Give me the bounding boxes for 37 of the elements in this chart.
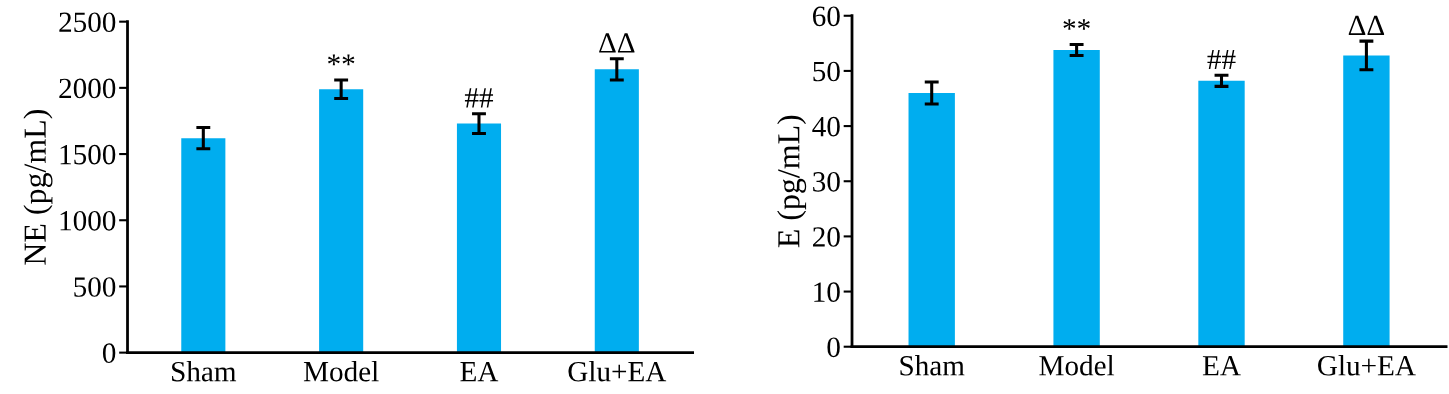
bar xyxy=(594,69,639,353)
y-tick-label: 1000 xyxy=(60,210,116,231)
x-tick-label: Sham xyxy=(900,355,965,376)
x-tick-label: Model xyxy=(1039,355,1115,376)
y-tick-label: 500 xyxy=(74,277,116,297)
annotation: ## xyxy=(464,88,494,108)
y-tick-label: 20 xyxy=(813,227,840,247)
annotation: ΔΔ xyxy=(599,33,635,53)
x-tick-label: Sham xyxy=(172,360,237,382)
bar xyxy=(1053,49,1100,347)
y-tick-label: 10 xyxy=(814,282,840,302)
y-tick-label: 50 xyxy=(813,61,840,82)
bar xyxy=(1198,80,1245,347)
y-axis-title: NE (pg/mL) xyxy=(23,110,53,265)
y-tick-label: 30 xyxy=(813,171,840,192)
y-tick-label: 40 xyxy=(812,116,840,137)
y-tick-label: 2000 xyxy=(59,78,116,99)
y-tick-label: 2500 xyxy=(59,12,116,33)
x-tick-label: Model xyxy=(303,360,379,382)
bar xyxy=(456,123,502,353)
annotation: ## xyxy=(1207,50,1236,70)
bar xyxy=(319,89,364,353)
annotation: ΔΔ xyxy=(1348,15,1385,35)
y-tick-label: 0 xyxy=(827,337,840,358)
x-tick-label: Glu+EA xyxy=(1318,355,1416,376)
bar xyxy=(1343,55,1390,347)
annotation: ** xyxy=(327,54,355,66)
annotation: ** xyxy=(1063,19,1090,30)
bar xyxy=(908,92,955,347)
x-tick-label: EA xyxy=(460,361,499,382)
y-tick-label: 60 xyxy=(812,6,840,27)
y-tick-label: 0 xyxy=(102,343,116,364)
x-tick-label: EA xyxy=(1202,356,1241,376)
y-tick-label: 1500 xyxy=(60,144,116,165)
bar xyxy=(181,138,226,353)
y-axis-title: E (pg/mL) xyxy=(777,115,807,248)
x-tick-label: Glu+EA xyxy=(568,360,667,382)
